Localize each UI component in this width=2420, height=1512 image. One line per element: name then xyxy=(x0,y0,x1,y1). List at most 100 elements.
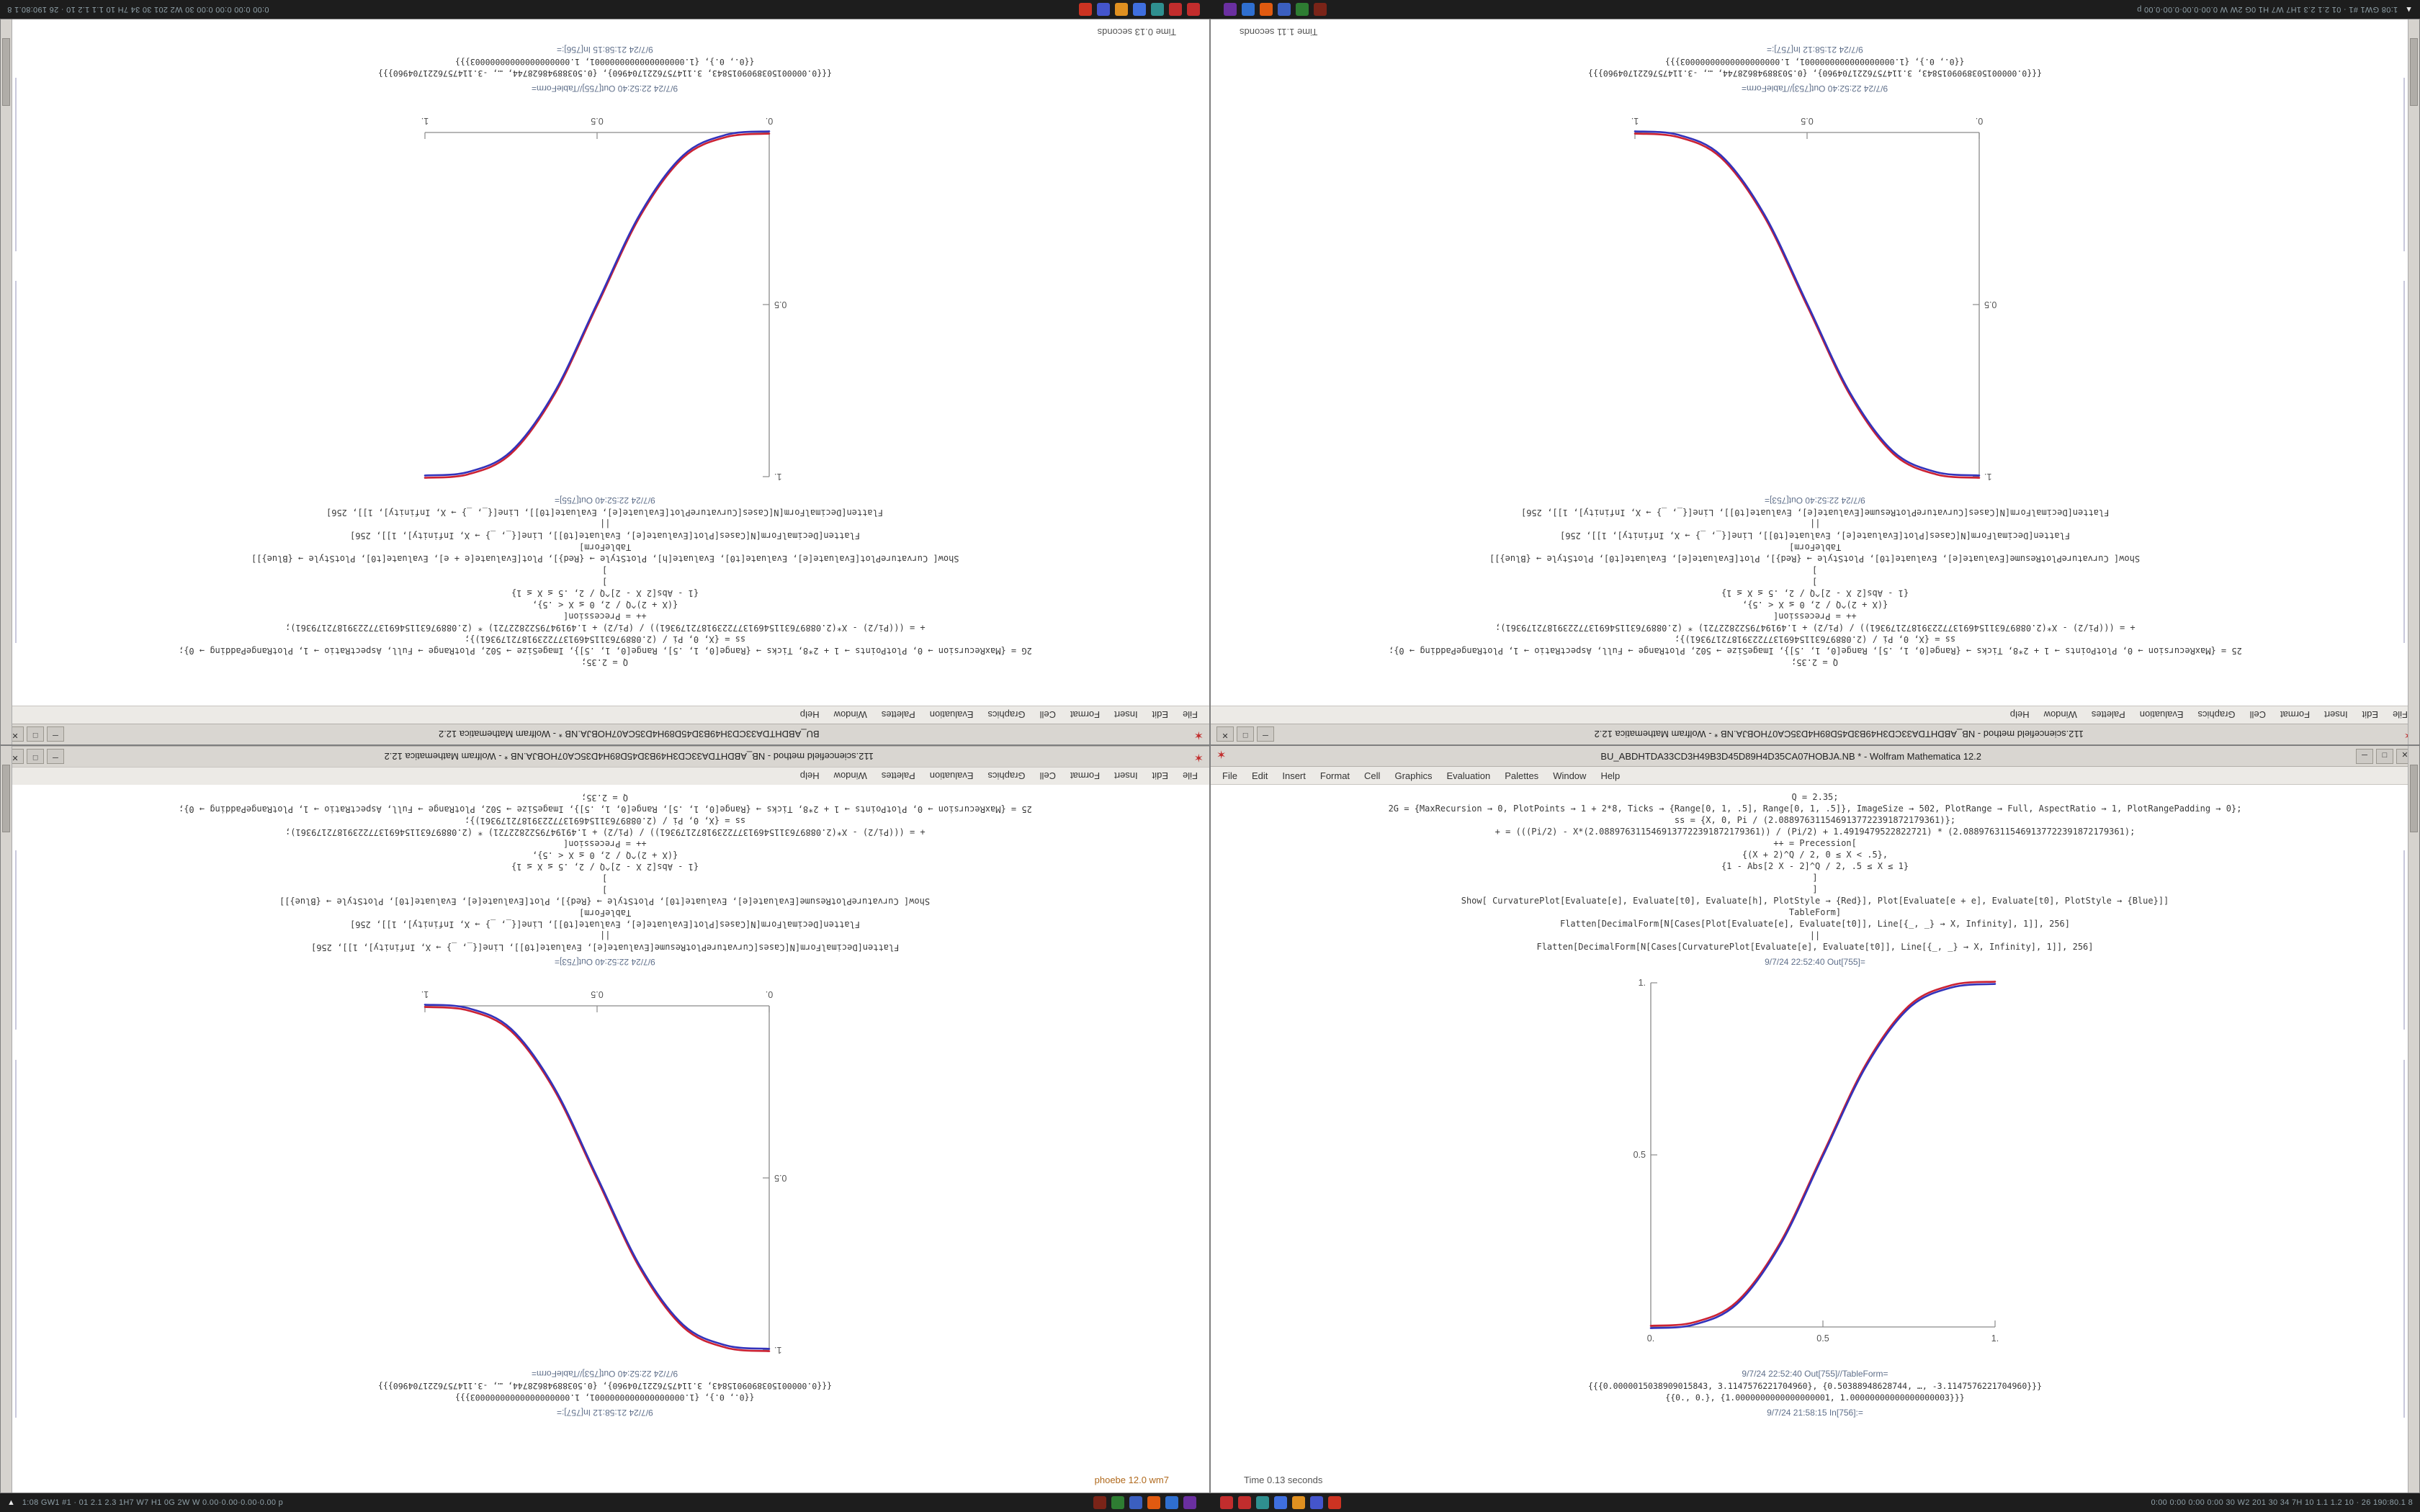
maximize-button[interactable]: □ xyxy=(27,726,44,742)
cell-bracket[interactable] xyxy=(2403,77,2405,252)
menu-item-evaluation[interactable]: Evaluation xyxy=(1446,770,1491,781)
scrollbar-thumb[interactable] xyxy=(2410,38,2418,106)
scrollbar-thumb[interactable] xyxy=(2,765,10,832)
menu-item-palettes[interactable]: Palettes xyxy=(881,770,915,782)
app-icon-7[interactable] xyxy=(1151,3,1165,16)
vertical-scrollbar[interactable] xyxy=(1,19,12,744)
app-icon-10[interactable] xyxy=(1309,1496,1323,1509)
input-code-cell[interactable]: Q = 2.35; 2G = {MaxRecursion → 0, PlotPoi… xyxy=(1389,792,2242,953)
app-icon-4[interactable] xyxy=(1147,1496,1160,1509)
input-code-cell[interactable]: Q = 2.35; 25 = {MaxRecursion → 0, PlotPoi… xyxy=(179,792,1032,953)
minimize-button[interactable]: ─ xyxy=(1257,726,1274,742)
cell-bracket[interactable] xyxy=(2403,850,2405,1030)
menu-item-window[interactable]: Window xyxy=(833,709,867,721)
app-icon-2[interactable] xyxy=(1111,1496,1124,1509)
menu-item-palettes[interactable]: Palettes xyxy=(1505,770,1539,781)
menu-item-evaluation[interactable]: Evaluation xyxy=(2139,709,2184,721)
menu-item-graphics[interactable]: Graphics xyxy=(2197,709,2236,721)
app-icon-8[interactable] xyxy=(1273,1496,1287,1509)
mathematica-icon-2[interactable] xyxy=(1169,3,1183,16)
app-icon-8[interactable] xyxy=(1133,3,1147,16)
app-icon-1[interactable] xyxy=(1093,1496,1106,1509)
menu-item-format[interactable]: Format xyxy=(1070,709,1101,721)
window-titlebar[interactable]: ✶ 112.sciencefield method - NB_ABDHTDA33… xyxy=(1,746,1209,767)
app-icon-11[interactable] xyxy=(1327,1496,1341,1509)
menu-item-insert[interactable]: Insert xyxy=(1114,709,1138,721)
maximize-button[interactable]: □ xyxy=(1237,726,1254,742)
menu-item-file[interactable]: File xyxy=(1222,770,1237,781)
maximize-button[interactable]: □ xyxy=(27,749,44,765)
scrollbar-thumb[interactable] xyxy=(2,38,10,106)
menu-item-format[interactable]: Format xyxy=(1070,770,1101,782)
input-code-cell[interactable]: Flatten[DecimalForm[N[Cases[CurvaturePlo… xyxy=(1389,507,2242,667)
app-icon-3[interactable] xyxy=(1129,1496,1142,1509)
menu-item-help[interactable]: Help xyxy=(2009,709,2030,721)
scrollbar-thumb[interactable] xyxy=(2410,765,2418,832)
menu-item-graphics[interactable]: Graphics xyxy=(987,770,1026,782)
menu-item-edit[interactable]: Edit xyxy=(1152,770,1169,782)
menu-item-cell[interactable]: Cell xyxy=(1039,709,1056,721)
menu-item-cell[interactable]: Cell xyxy=(2249,709,2266,721)
menu-item-cell[interactable]: Cell xyxy=(1039,770,1056,782)
maximize-button[interactable]: □ xyxy=(2376,748,2393,764)
minimize-button[interactable]: ─ xyxy=(47,726,64,742)
vertical-scrollbar[interactable] xyxy=(1,746,12,1493)
menu-item-edit[interactable]: Edit xyxy=(1152,709,1169,721)
cell-bracket[interactable] xyxy=(2403,1059,2405,1418)
cell-bracket[interactable] xyxy=(15,850,17,1030)
mathematica-icon-1[interactable] xyxy=(1187,3,1201,16)
menu-item-format[interactable]: Format xyxy=(2280,709,2311,721)
menu-item-window[interactable]: Window xyxy=(833,770,867,782)
show-desktop-arrow-icon[interactable]: ▲ xyxy=(7,1498,15,1507)
menu-item-palettes[interactable]: Palettes xyxy=(881,709,915,721)
app-icon-9[interactable] xyxy=(1291,1496,1305,1509)
mathematica-icon-1[interactable] xyxy=(1219,1496,1233,1509)
app-icon-6[interactable] xyxy=(1183,1496,1196,1509)
menu-item-insert[interactable]: Insert xyxy=(1114,770,1138,782)
menu-item-edit[interactable]: Edit xyxy=(1251,770,1268,781)
menu-item-edit[interactable]: Edit xyxy=(2362,709,2379,721)
mathematica-icon-2[interactable] xyxy=(1237,1496,1251,1509)
menu-item-format[interactable]: Format xyxy=(1319,770,1350,781)
app-icon-9[interactable] xyxy=(1115,3,1129,16)
app-icon-4[interactable] xyxy=(1260,3,1273,16)
menu-item-file[interactable]: File xyxy=(2393,709,2408,721)
vertical-scrollbar[interactable] xyxy=(2408,19,2419,744)
app-icon-6[interactable] xyxy=(1224,3,1237,16)
menu-item-window[interactable]: Window xyxy=(2043,709,2077,721)
input-code-cell[interactable]: Flatten[DecimalForm[N[Cases[CurvaturePlo… xyxy=(179,507,1032,667)
menu-item-cell[interactable]: Cell xyxy=(1364,770,1381,781)
menu-item-file[interactable]: File xyxy=(1183,770,1198,782)
menu-item-window[interactable]: Window xyxy=(1553,770,1587,781)
cell-bracket[interactable] xyxy=(15,280,17,644)
app-icon-3[interactable] xyxy=(1278,3,1291,16)
window-titlebar[interactable]: ✶ 112.sciencefield method - NB_ABDHTDA33… xyxy=(1211,724,2419,744)
menu-item-evaluation[interactable]: Evaluation xyxy=(929,770,974,782)
minimize-button[interactable]: ─ xyxy=(47,749,64,765)
minimize-button[interactable]: ─ xyxy=(2356,748,2373,764)
show-desktop-arrow-icon[interactable]: ▲ xyxy=(2405,5,2413,14)
window-titlebar[interactable]: ✶ BU_ABDHTDA33CD3H49B3D45D89H4D35CA07HOB… xyxy=(1,724,1209,744)
menu-item-graphics[interactable]: Graphics xyxy=(987,709,1026,721)
app-icon-2[interactable] xyxy=(1296,3,1309,16)
app-icon-10[interactable] xyxy=(1097,3,1111,16)
vertical-scrollbar[interactable] xyxy=(2408,746,2419,1493)
menu-item-graphics[interactable]: Graphics xyxy=(1394,770,1433,781)
menu-item-file[interactable]: File xyxy=(1183,709,1198,721)
menu-item-palettes[interactable]: Palettes xyxy=(2091,709,2125,721)
app-icon-7[interactable] xyxy=(1255,1496,1269,1509)
cell-bracket[interactable] xyxy=(15,1059,17,1418)
app-icon-5[interactable] xyxy=(1165,1496,1178,1509)
menu-item-insert[interactable]: Insert xyxy=(1282,770,1306,781)
window-titlebar[interactable]: ✶ BU_ABDHTDA33CD3H49B3D45D89H4D35CA07HOB… xyxy=(1211,746,2419,767)
cell-bracket[interactable] xyxy=(2403,280,2405,644)
menu-item-help[interactable]: Help xyxy=(799,709,820,721)
cell-bracket[interactable] xyxy=(15,77,17,252)
menu-item-insert[interactable]: Insert xyxy=(2324,709,2348,721)
menu-item-help[interactable]: Help xyxy=(1600,770,1621,781)
app-icon-5[interactable] xyxy=(1242,3,1255,16)
app-icon-1[interactable] xyxy=(1314,3,1327,16)
close-button[interactable]: ✕ xyxy=(1216,726,1234,742)
menu-item-evaluation[interactable]: Evaluation xyxy=(929,709,974,721)
menu-item-help[interactable]: Help xyxy=(799,770,820,782)
